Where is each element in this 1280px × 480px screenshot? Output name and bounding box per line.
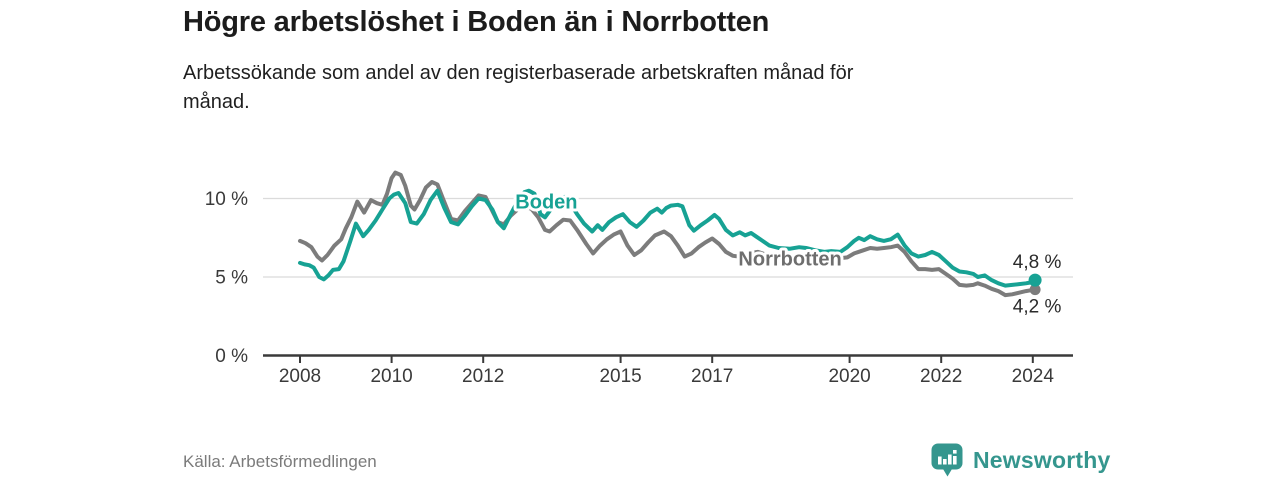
svg-text:2010: 2010 [370,366,412,387]
svg-text:Norrbotten: Norrbotten [738,249,841,271]
svg-text:2012: 2012 [462,366,504,387]
svg-text:Boden: Boden [515,192,577,214]
svg-text:2017: 2017 [691,366,733,387]
svg-text:4,8 %: 4,8 % [1013,252,1062,273]
svg-text:2008: 2008 [279,366,321,387]
newsworthy-logo: Newsworthy [930,442,1110,478]
svg-text:10 %: 10 % [205,189,248,210]
svg-text:2020: 2020 [828,366,870,387]
svg-text:5 %: 5 % [215,268,248,289]
subtitle-line-2: månad. [183,91,250,113]
svg-text:2024: 2024 [1012,366,1055,387]
page-title: Högre arbetslöshet i Boden än i Norrbott… [183,6,770,38]
source-note: Källa: Arbetsförmedlingen [183,452,377,471]
svg-text:0 %: 0 % [215,346,248,367]
newsworthy-bubble-chart-icon [931,443,963,477]
newsworthy-wordmark: Newsworthy [973,446,1111,473]
svg-text:2022: 2022 [920,366,962,387]
svg-text:4,2 %: 4,2 % [1013,297,1062,318]
chart-subtitle: Arbetssökande som andel av den registerb… [183,59,853,117]
subtitle-line-1: Arbetssökande som andel av den registerb… [183,62,854,84]
svg-text:2015: 2015 [599,366,641,387]
